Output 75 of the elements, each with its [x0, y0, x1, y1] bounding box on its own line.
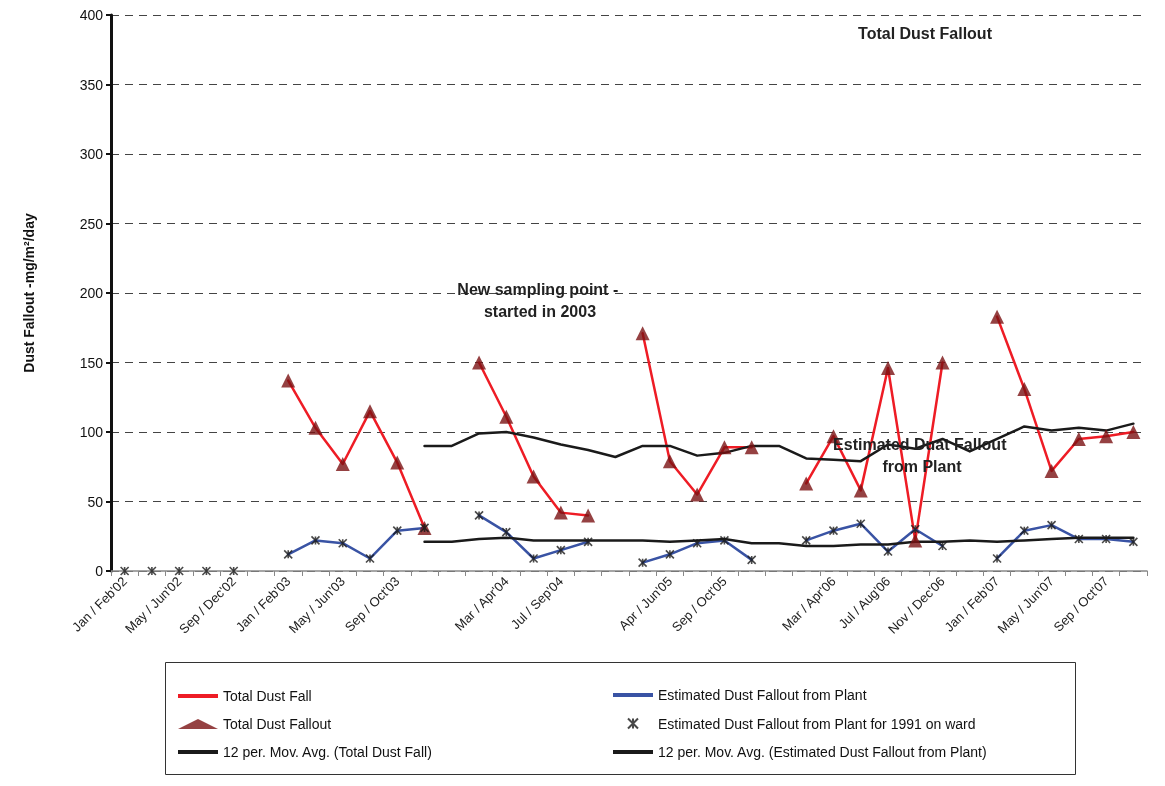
point: [1074, 534, 1084, 544]
y-tick-label: 0: [95, 563, 104, 579]
point: [719, 535, 730, 546]
point: [746, 555, 757, 565]
point: [337, 538, 348, 548]
point: [828, 525, 839, 536]
point: [799, 476, 814, 491]
point: [365, 553, 375, 564]
point: [1019, 525, 1030, 536]
point: [690, 487, 705, 502]
point: [637, 557, 648, 568]
point: [908, 533, 923, 548]
point: [1071, 431, 1086, 446]
point: [1126, 425, 1141, 439]
point: [992, 553, 1002, 564]
point: [147, 566, 157, 576]
point: [910, 524, 921, 535]
point: [881, 361, 895, 376]
point: [937, 541, 948, 551]
point: [635, 326, 650, 341]
point: [990, 309, 1005, 324]
point: [744, 440, 759, 455]
y-tick-label: 50: [87, 493, 104, 510]
point: [883, 546, 893, 557]
point: [853, 483, 868, 498]
point: [283, 549, 294, 560]
point: [474, 510, 484, 521]
point: [801, 535, 812, 546]
annotation: Total Dust Fallout: [858, 24, 993, 42]
point: [1044, 463, 1059, 478]
point: [581, 508, 596, 523]
y-tick-label: 400: [79, 7, 104, 23]
legend-label: Estimated Dust Fallout from Plant for 1991 on ward: [658, 715, 976, 732]
y-tick-label: 200: [79, 285, 104, 301]
point: [363, 404, 377, 419]
point: [556, 545, 566, 555]
point: [528, 553, 539, 564]
point: [228, 566, 239, 576]
y-tick-label: 350: [79, 76, 104, 93]
point: [717, 440, 732, 455]
point: [553, 505, 568, 520]
point: [174, 566, 184, 576]
legend-label: Total Dust Fallout: [223, 716, 332, 732]
point: [662, 454, 677, 469]
y-tick-label: 250: [79, 215, 104, 232]
point: [119, 566, 130, 576]
legend-label: Total Dust Fall: [223, 688, 312, 704]
legend-label: Estimated Dust Fallout from Plant: [658, 687, 867, 703]
point: [1099, 429, 1114, 444]
y-axis-title: Dust Fallout -mg/m²/day: [21, 213, 37, 373]
legend-label: 12 per. Mov. Avg. (Total Dust Fall): [223, 744, 432, 760]
point: [1128, 537, 1139, 547]
legend-label: 12 per. Mov. Avg. (Estimated Dust Fallout from Plant): [658, 744, 987, 760]
point: [501, 527, 512, 537]
point: [281, 373, 296, 388]
y-tick-label: 150: [79, 354, 104, 371]
point: [308, 420, 323, 435]
point: [692, 538, 702, 548]
point: [1017, 381, 1032, 396]
point: [499, 409, 514, 424]
point: [935, 355, 950, 370]
point: [335, 456, 350, 471]
point: [526, 469, 541, 484]
point: [310, 535, 321, 546]
point: [472, 355, 487, 370]
y-tick-label: 100: [79, 424, 104, 440]
point: [201, 566, 212, 576]
point: [665, 549, 675, 560]
point: [390, 455, 405, 470]
y-tick-label: 300: [79, 146, 104, 162]
point: [1046, 520, 1057, 530]
point: [1101, 534, 1111, 544]
point: [855, 518, 866, 529]
point: [392, 525, 403, 536]
point: [583, 537, 593, 547]
